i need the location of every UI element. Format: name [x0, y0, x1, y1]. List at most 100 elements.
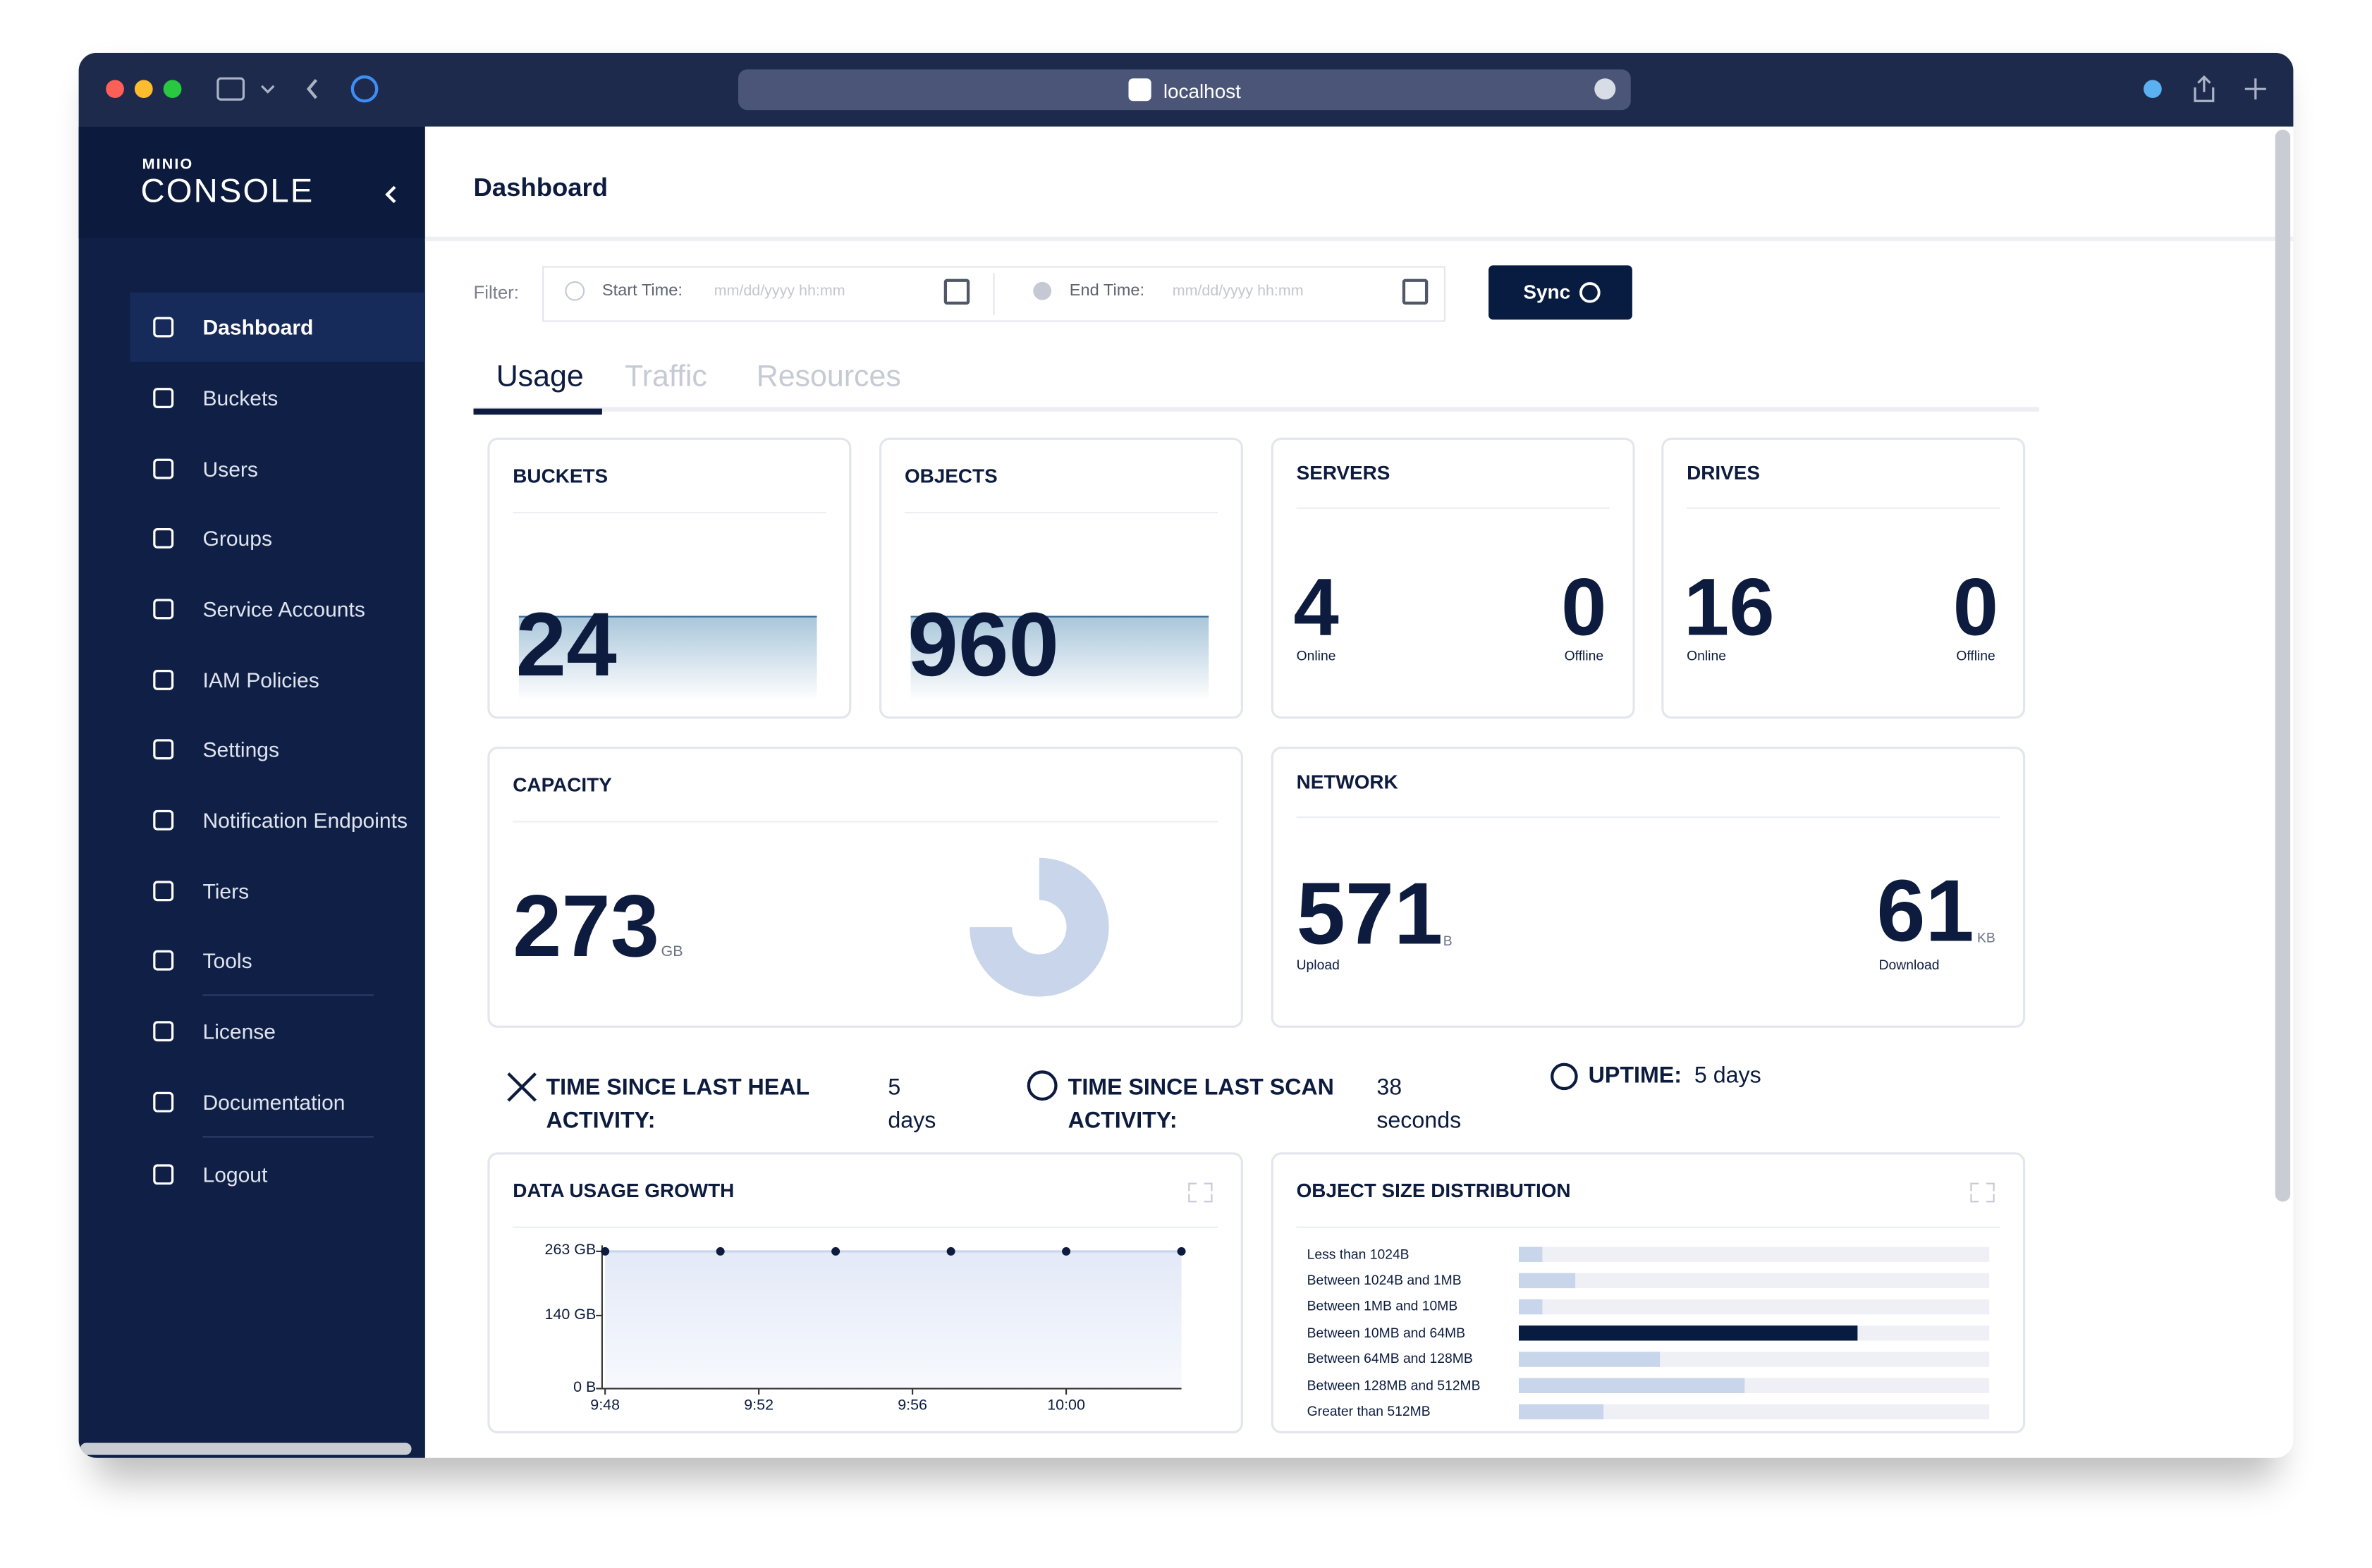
menu-icon — [153, 317, 174, 338]
zoom-button[interactable] — [163, 80, 182, 98]
upload-unit: B — [1443, 932, 1453, 948]
point — [601, 1247, 610, 1256]
x-tick-label: 9:56 — [898, 1397, 927, 1414]
header — [424, 126, 2294, 237]
capacity-value: 273 — [513, 877, 659, 976]
dropdown-icon[interactable] — [261, 85, 275, 94]
tab[interactable]: Usage — [496, 360, 584, 394]
address-bar[interactable] — [738, 69, 1631, 111]
filter-label: Filter: — [473, 281, 519, 303]
end-label: End Time: — [1069, 282, 1145, 301]
y-tick-label: 140 GB — [544, 1306, 597, 1323]
sync-label[interactable]: Sync — [1523, 281, 1571, 304]
point — [716, 1247, 725, 1256]
bucket-count: 24 — [515, 594, 617, 695]
menu-item[interactable]: Tiers — [202, 878, 250, 903]
offline-count: 0 — [1952, 561, 1999, 653]
menu-icon — [153, 1164, 174, 1185]
bar — [1518, 1352, 1661, 1367]
site-icon — [1128, 78, 1151, 102]
bar — [1518, 1273, 1576, 1289]
upload-label: Upload — [1296, 957, 1340, 972]
menu-item[interactable]: License — [202, 1018, 276, 1043]
card-title: CAPACITY — [513, 773, 612, 797]
tab[interactable]: Traffic — [625, 360, 707, 394]
tab-indicator — [473, 408, 602, 415]
calendar-icon[interactable] — [1402, 278, 1429, 305]
menu-icon — [153, 527, 174, 549]
object-count: 960 — [907, 594, 1060, 695]
online-count: 16 — [1683, 561, 1775, 653]
scan-value: 38 seconds — [1376, 1074, 1462, 1134]
clock-icon — [565, 281, 585, 301]
start-label: Start Time: — [601, 282, 683, 301]
point — [1177, 1247, 1186, 1256]
calendar-icon[interactable] — [943, 278, 970, 305]
menu-item[interactable]: Service Accounts — [202, 596, 365, 621]
offline-label: Offline — [1956, 647, 1995, 663]
heal-value: 5 days — [888, 1074, 936, 1134]
menu-item[interactable]: Notification Endpoints — [202, 807, 408, 832]
url: localhost — [1163, 80, 1241, 103]
heal-label: TIME SINCE LAST HEAL ACTIVITY: — [546, 1074, 809, 1134]
menu-icon — [153, 950, 174, 971]
download-label: Download — [1878, 957, 1940, 972]
menu-item[interactable]: IAM Policies — [202, 667, 319, 692]
password-icon[interactable] — [350, 75, 379, 103]
sparkline-area — [518, 616, 817, 702]
menu-item[interactable]: Logout — [202, 1161, 268, 1187]
online-count: 4 — [1293, 561, 1339, 653]
bar-track — [1518, 1299, 1990, 1315]
menu-item[interactable]: Buckets — [202, 385, 279, 410]
new-tab-icon[interactable] — [2244, 78, 2266, 100]
scrollbar — [2275, 129, 2291, 1202]
logo-small: MINIO — [142, 157, 194, 173]
start-input[interactable]: mm/dd/yyyy hh:mm — [714, 283, 845, 300]
offline-label: Offline — [1564, 647, 1604, 663]
expand-icon[interactable] — [1188, 1182, 1213, 1203]
share-icon[interactable] — [2194, 75, 2215, 102]
menu-item[interactable]: Settings — [202, 736, 280, 761]
logo: CONSOLE — [140, 171, 314, 210]
menu-item[interactable]: Documentation — [202, 1089, 346, 1114]
download-unit: KB — [1977, 929, 1995, 945]
minimize-button[interactable] — [134, 80, 153, 98]
menu-item[interactable]: Tools — [202, 948, 252, 972]
sidebar-toggle[interactable] — [216, 77, 245, 101]
menu-icon — [153, 1021, 174, 1042]
menu-active — [130, 292, 425, 362]
back-button[interactable] — [306, 78, 318, 99]
heal-icon — [507, 1072, 537, 1102]
menu-icon — [153, 670, 174, 690]
bar-label: Between 1024B and 1MB — [1307, 1272, 1462, 1288]
expand-icon[interactable] — [1970, 1182, 1995, 1203]
chart-title: DATA USAGE GROWTH — [513, 1179, 735, 1202]
close-button[interactable] — [106, 80, 124, 98]
bar-track — [1518, 1273, 1990, 1289]
menu-item[interactable]: Dashboard — [202, 314, 314, 339]
card-title: OBJECTS — [904, 465, 998, 488]
menu-item[interactable]: Users — [202, 456, 258, 481]
menu-item[interactable]: Groups — [202, 525, 273, 550]
bar — [1518, 1247, 1543, 1262]
more-icon[interactable] — [1594, 78, 1616, 100]
collapse-button[interactable] — [385, 185, 396, 204]
scrollbar — [80, 1443, 412, 1455]
capacity-donut — [970, 857, 1109, 997]
card-title: SERVERS — [1296, 461, 1390, 484]
tab-track — [473, 407, 2040, 412]
upload-value: 571 — [1296, 865, 1443, 964]
bar-label: Less than 1024B — [1307, 1246, 1410, 1262]
sidebar-header — [78, 126, 425, 238]
sync-button[interactable] — [1488, 265, 1632, 320]
area — [605, 1251, 1182, 1389]
sync-icon — [1579, 282, 1601, 303]
extension-icon[interactable] — [2144, 80, 2162, 98]
bar-label: Between 1MB and 10MB — [1307, 1299, 1458, 1314]
end-input[interactable]: mm/dd/yyyy hh:mm — [1172, 283, 1304, 300]
tab[interactable]: Resources — [756, 360, 901, 394]
